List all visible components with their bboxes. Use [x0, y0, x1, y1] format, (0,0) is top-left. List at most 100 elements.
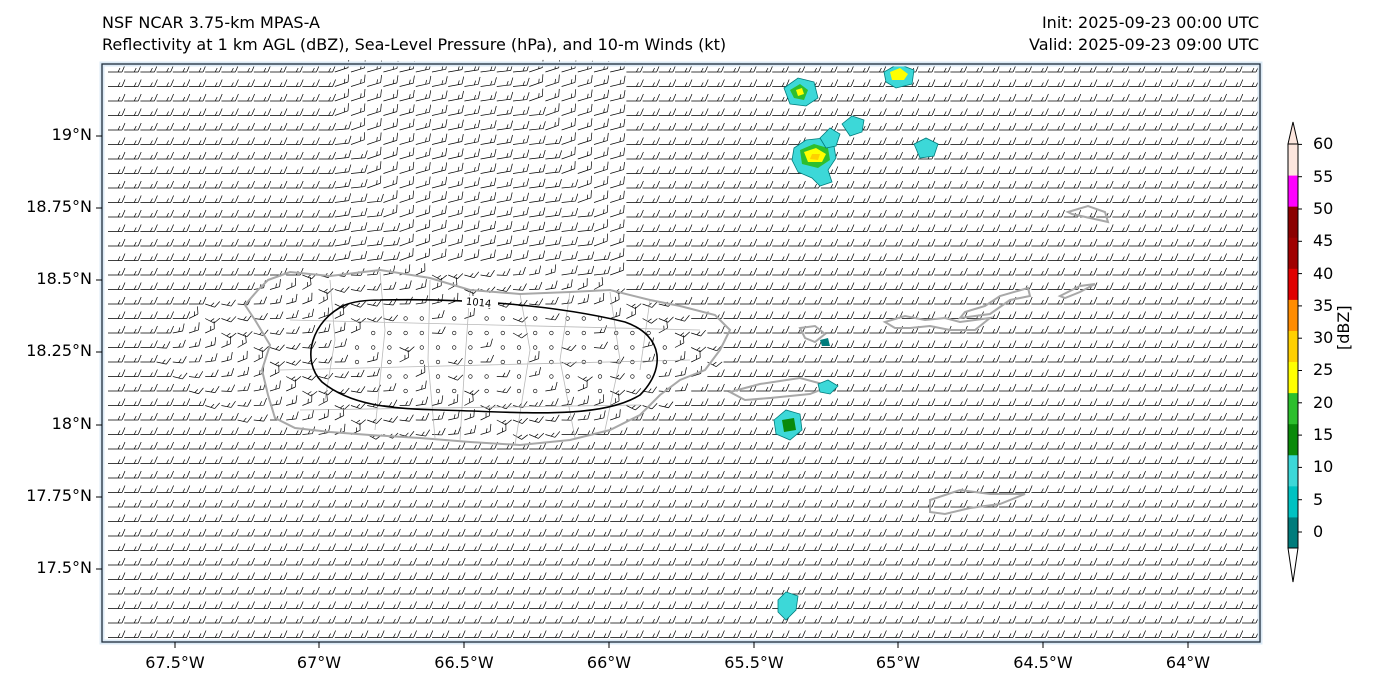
- wind-barb: [350, 386, 366, 394]
- wind-barb: [1144, 383, 1163, 392]
- st-thomas-coast: [882, 314, 994, 331]
- wind-barb: [756, 137, 774, 145]
- wind-barb: [577, 470, 596, 479]
- isobar-label: 1014: [465, 297, 491, 311]
- wind-barb: [950, 108, 968, 116]
- wind-barb: [1063, 325, 1082, 334]
- wind-barb: [901, 340, 920, 348]
- wind-barb: [140, 108, 158, 116]
- wind-barb: [966, 398, 984, 406]
- wind-barb: [610, 307, 621, 319]
- wind-barb: [1063, 630, 1082, 638]
- wind-barb: [1128, 499, 1146, 508]
- wind-barb: [950, 514, 968, 522]
- wind-barb: [1031, 369, 1049, 377]
- wind-barb: [1031, 456, 1049, 464]
- wind-barb: [982, 427, 1001, 435]
- wind-barb: [1193, 499, 1211, 508]
- wind-barb: [545, 313, 560, 321]
- wind-barb: [1225, 166, 1244, 174]
- wind-barb: [610, 456, 628, 464]
- wind-barb: [367, 601, 385, 609]
- wind-barb: [869, 456, 887, 464]
- wind-barb: [270, 557, 288, 566]
- wind-barb: [1128, 311, 1146, 319]
- wind-barb: [999, 514, 1017, 522]
- wind-barb: [124, 267, 142, 276]
- reflectivity-cell: [817, 379, 839, 395]
- colorbar-tick-label: 35: [1313, 296, 1334, 315]
- wind-barb: [1193, 195, 1211, 203]
- wind-barb: [140, 485, 158, 493]
- wind-barb: [367, 89, 382, 102]
- wind-barb: [1161, 543, 1179, 551]
- wind-barb: [837, 224, 855, 232]
- wind-barb: [934, 586, 952, 595]
- wind-barb: [756, 180, 774, 189]
- wind-barb: [431, 76, 448, 87]
- lat-tick-label: 18.75°N: [26, 197, 92, 216]
- wind-barb: [237, 195, 255, 203]
- wind-barb: [140, 456, 158, 464]
- wind-barb: [739, 122, 758, 131]
- wind-barb: [205, 108, 223, 116]
- wind-barb: [108, 572, 126, 580]
- wind-barb: [739, 267, 758, 276]
- wind-barb: [982, 601, 1001, 609]
- wind-barb: [1225, 557, 1244, 566]
- wind-barb: [982, 615, 1001, 624]
- wind-barb: [788, 282, 806, 290]
- wind-barb: [885, 238, 903, 247]
- wind-barb: [1096, 311, 1114, 319]
- wind-barb: [966, 224, 984, 232]
- calm-wind-marker: [387, 374, 392, 379]
- wind-barb: [918, 470, 936, 479]
- wind-barb: [1096, 93, 1114, 102]
- wind-barb: [1209, 441, 1227, 450]
- wind-barb: [675, 108, 693, 116]
- wind-barb: [399, 75, 415, 87]
- wind-barb: [756, 195, 774, 203]
- wind-barb: [1047, 514, 1065, 522]
- lon-tick-label: 67°W: [296, 653, 342, 672]
- wind-barb: [593, 325, 607, 334]
- wind-barb: [788, 499, 806, 508]
- wind-barb: [529, 572, 547, 580]
- wind-barb: [302, 308, 314, 319]
- wind-barb: [108, 470, 126, 479]
- wind-barb: [999, 412, 1017, 421]
- wind-barb: [302, 292, 313, 305]
- wind-barb: [448, 273, 464, 280]
- wind-barb: [1015, 166, 1033, 174]
- wind-barb: [885, 180, 903, 189]
- calm-wind-marker: [468, 345, 473, 350]
- wind-barb: [124, 93, 142, 102]
- wind-barb: [691, 122, 709, 131]
- st-john-coast: [957, 286, 1032, 320]
- wind-barb: [124, 601, 142, 609]
- wind-barb: [966, 427, 984, 435]
- wind-barb: [723, 586, 741, 595]
- wind-barb: [691, 79, 709, 87]
- calm-wind-marker: [581, 330, 586, 336]
- wind-barb: [1161, 601, 1179, 609]
- wind-barb: [1128, 586, 1146, 595]
- wind-barb: [302, 137, 320, 145]
- wind-barb: [1080, 528, 1098, 537]
- wind-barb: [594, 485, 612, 493]
- wind-barb: [270, 456, 288, 464]
- wind-barbs: [108, 59, 1260, 638]
- wind-barb: [189, 470, 207, 479]
- wind-barb: [415, 133, 431, 145]
- calm-wind-marker: [435, 345, 441, 350]
- wind-barb: [593, 161, 609, 174]
- wind-barb: [156, 209, 174, 218]
- wind-barb: [189, 180, 207, 189]
- wind-barb: [1112, 180, 1130, 189]
- wind-barb: [1015, 499, 1033, 508]
- wind-barb: [966, 253, 984, 261]
- wind-barb: [837, 340, 855, 348]
- wind-barb: [707, 398, 725, 406]
- wind-barb: [351, 630, 369, 638]
- wind-barb: [172, 166, 191, 174]
